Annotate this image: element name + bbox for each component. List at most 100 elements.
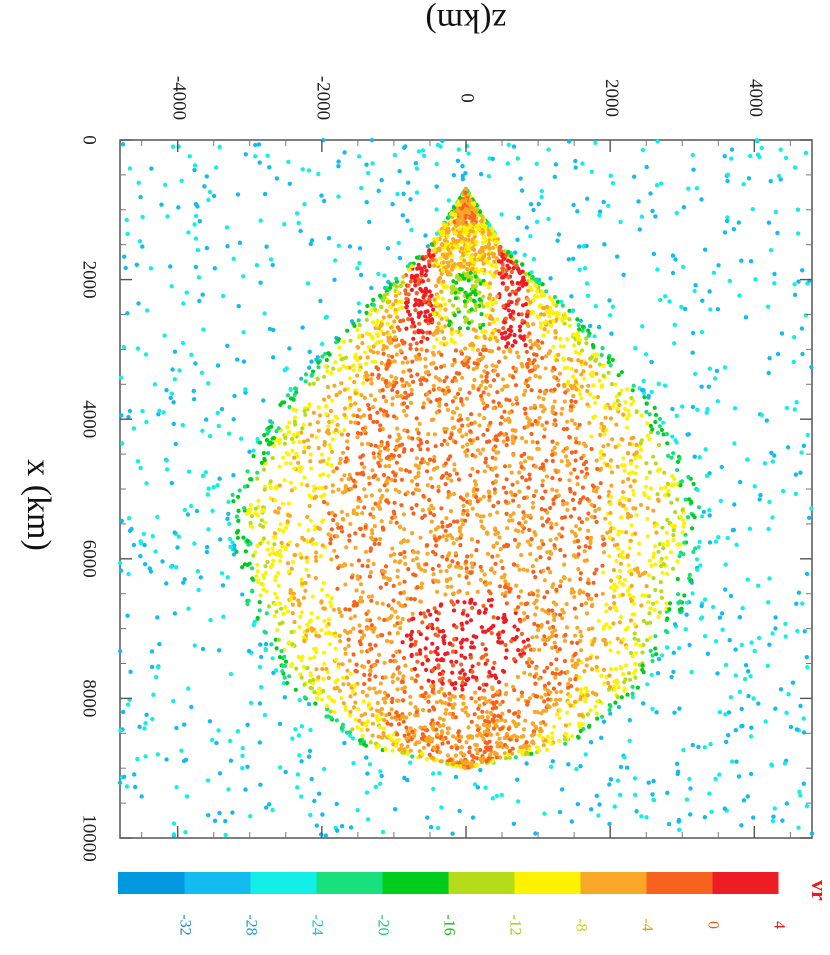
scatter-point (376, 734, 381, 739)
scatter-point (453, 296, 458, 301)
scatter-point (554, 690, 559, 695)
scatter-point (245, 602, 250, 607)
scatter-point (520, 303, 526, 308)
scatter-point (438, 603, 443, 608)
scatter-point (489, 597, 494, 602)
scatter-point (305, 539, 310, 544)
scatter-point (267, 326, 273, 332)
scatter-point (508, 373, 513, 378)
scatter-point (632, 776, 638, 781)
scatter-point (212, 266, 217, 271)
scatter-point (292, 553, 297, 558)
scatter-point (516, 714, 521, 719)
scatter-point (431, 307, 436, 312)
scatter-point (487, 156, 492, 161)
scatter-point (252, 619, 257, 625)
scatter-point (478, 352, 483, 357)
scatter-point (658, 486, 664, 491)
scatter-point (601, 444, 606, 449)
scatter-point (527, 476, 532, 481)
scatter-point (553, 330, 558, 335)
scatter-point (298, 614, 303, 619)
scatter-point (453, 440, 458, 445)
scatter-point (300, 654, 305, 659)
scatter-point (582, 266, 588, 271)
scatter-point (684, 797, 690, 802)
scatter-point (335, 522, 340, 527)
scatter-point (388, 553, 393, 558)
scatter-point (318, 832, 324, 837)
scatter-point (525, 568, 530, 573)
scatter-point (353, 700, 358, 705)
scatter-point (390, 402, 395, 407)
scatter-point (480, 709, 485, 714)
scatter-point (459, 532, 464, 537)
scatter-point (640, 324, 645, 329)
scatter-point (670, 253, 676, 258)
scatter-point (348, 402, 353, 407)
scatter-point (483, 718, 488, 724)
scatter-point (555, 238, 560, 243)
scatter-point (478, 172, 484, 177)
scatter-point (398, 319, 403, 324)
scatter-point (552, 614, 557, 619)
scatter-point (558, 344, 564, 349)
scatter-point (677, 554, 682, 559)
scatter-point (576, 567, 581, 572)
scatter-point (376, 375, 381, 380)
scatter-point (483, 225, 488, 230)
scatter-point (420, 515, 425, 521)
scatter-point (542, 811, 547, 816)
scatter-point (430, 566, 435, 572)
scatter-point (446, 457, 451, 462)
scatter-point (301, 664, 306, 670)
scatter-point (319, 193, 324, 198)
scatter-point (131, 542, 137, 548)
scatter-point (417, 421, 422, 426)
scatter-point (249, 566, 255, 571)
scatter-point (628, 650, 634, 656)
scatter-point (390, 674, 395, 679)
scatter-point (594, 692, 599, 697)
scatter-point (426, 278, 431, 283)
scatter-point (371, 320, 376, 325)
scatter-point (521, 567, 526, 572)
scatter-point (292, 415, 298, 420)
scatter-point (428, 612, 433, 617)
scatter-point (627, 738, 632, 743)
scatter-point (514, 350, 520, 355)
scatter-point (539, 538, 544, 544)
scatter-point (495, 616, 501, 621)
scatter-point (381, 351, 386, 356)
scatter-point (369, 598, 374, 603)
scatter-point (273, 637, 278, 642)
scatter-point (691, 549, 696, 555)
scatter-point (481, 278, 486, 283)
scatter-point (617, 403, 622, 408)
scatter-point (413, 161, 419, 166)
scatter-point (307, 748, 313, 754)
scatter-point (125, 613, 130, 618)
scatter-point (415, 659, 420, 664)
scatter-point (219, 406, 225, 412)
scatter-point (423, 314, 428, 319)
scatter-point (450, 416, 455, 421)
scatter-point (506, 142, 511, 147)
scatter-point (225, 516, 230, 521)
scatter-point (671, 650, 676, 655)
scatter-point (390, 396, 395, 401)
scatter-point (143, 754, 148, 759)
scatter-point (311, 381, 316, 386)
scatter-point (160, 559, 165, 564)
scatter-point (267, 552, 273, 557)
scatter-point (614, 608, 619, 613)
scatter-point (453, 715, 458, 720)
scatter-point (557, 809, 563, 815)
scatter-point (271, 327, 276, 333)
scatter-point (540, 478, 546, 483)
scatter-point (607, 313, 613, 318)
scatter-point (541, 409, 546, 414)
scatter-point (407, 312, 412, 317)
scatter-point (277, 464, 282, 469)
scatter-point (552, 640, 557, 645)
